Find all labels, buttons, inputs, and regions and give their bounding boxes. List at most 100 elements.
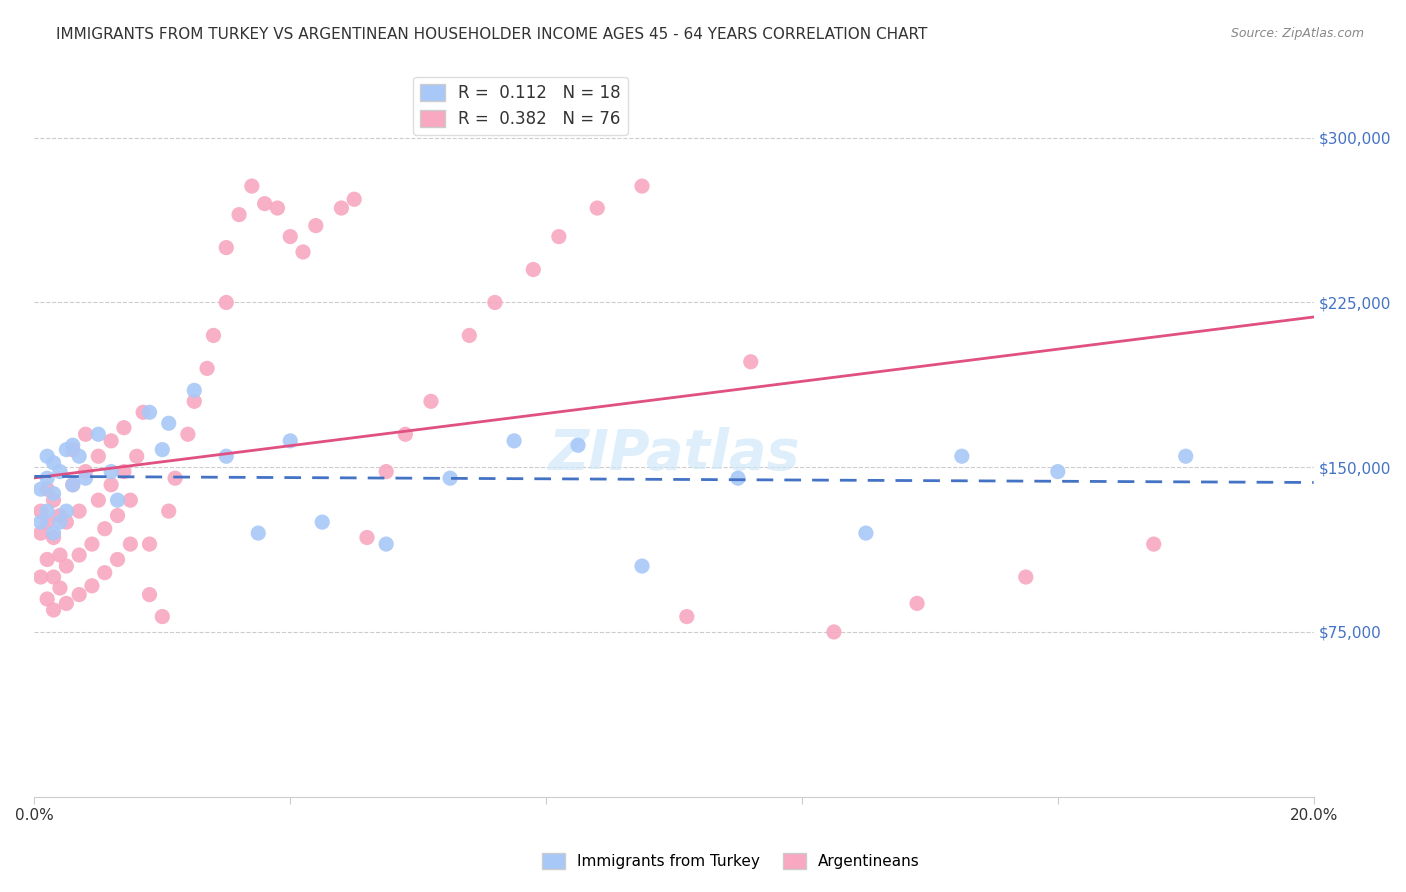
Point: [67, 504, 90, 518]
Point: [855, 526, 877, 541]
Point: [93, 522, 115, 536]
Point: [55, 504, 77, 518]
Point: [740, 355, 762, 369]
Point: [37, 552, 59, 566]
Point: [1015, 570, 1038, 584]
Point: [100, 434, 122, 448]
Point: [120, 537, 142, 551]
Point: [30, 515, 52, 529]
Point: [266, 201, 288, 215]
Point: [100, 465, 122, 479]
Point: [107, 508, 129, 523]
Point: [67, 449, 90, 463]
Point: [1174, 449, 1197, 463]
Point: [42, 493, 65, 508]
Point: [228, 208, 250, 222]
Point: [37, 482, 59, 496]
Point: [727, 471, 749, 485]
Legend: R =  0.112   N = 18, R =  0.382   N = 76: R = 0.112 N = 18, R = 0.382 N = 76: [413, 77, 627, 135]
Point: [547, 229, 569, 244]
Point: [87, 493, 110, 508]
Point: [55, 596, 77, 610]
Point: [586, 201, 609, 215]
Legend: Immigrants from Turkey, Argentineans: Immigrants from Turkey, Argentineans: [536, 847, 927, 875]
Point: [484, 295, 506, 310]
Point: [62, 477, 84, 491]
Point: [42, 486, 65, 500]
Point: [30, 570, 52, 584]
Text: ZIPatlas: ZIPatlas: [548, 427, 800, 481]
Point: [905, 596, 928, 610]
Point: [394, 427, 416, 442]
Point: [100, 477, 122, 491]
Point: [75, 427, 97, 442]
Point: [278, 434, 301, 448]
Point: [215, 295, 238, 310]
Point: [1046, 465, 1069, 479]
Point: [42, 526, 65, 541]
Point: [420, 394, 443, 409]
Point: [107, 552, 129, 566]
Point: [823, 624, 845, 639]
Point: [55, 559, 77, 574]
Point: [253, 196, 276, 211]
Point: [30, 482, 52, 496]
Point: [62, 438, 84, 452]
Point: [30, 526, 52, 541]
Point: [157, 504, 180, 518]
Point: [150, 609, 173, 624]
Point: [631, 559, 654, 574]
Point: [177, 427, 200, 442]
Point: [49, 548, 72, 562]
Point: [375, 465, 398, 479]
Point: [67, 548, 90, 562]
Point: [80, 537, 103, 551]
Point: [42, 531, 65, 545]
Point: [343, 192, 366, 206]
Point: [62, 442, 84, 457]
Point: [157, 417, 180, 431]
Point: [458, 328, 481, 343]
Point: [107, 493, 129, 508]
Point: [87, 449, 110, 463]
Point: [195, 361, 218, 376]
Point: [112, 420, 135, 434]
Point: [183, 394, 205, 409]
Point: [112, 465, 135, 479]
Point: [55, 442, 77, 457]
Point: [132, 405, 155, 419]
Point: [138, 588, 160, 602]
Point: [125, 449, 148, 463]
Point: [37, 515, 59, 529]
Point: [311, 515, 333, 529]
Point: [278, 229, 301, 244]
Point: [75, 465, 97, 479]
Point: [87, 427, 110, 442]
Point: [93, 566, 115, 580]
Point: [49, 508, 72, 523]
Point: [55, 515, 77, 529]
Point: [42, 456, 65, 470]
Point: [37, 449, 59, 463]
Point: [503, 434, 526, 448]
Point: [120, 493, 142, 508]
Point: [675, 609, 697, 624]
Point: [202, 328, 225, 343]
Point: [1143, 537, 1166, 551]
Point: [631, 179, 654, 194]
Point: [80, 579, 103, 593]
Point: [567, 438, 589, 452]
Point: [67, 588, 90, 602]
Point: [522, 262, 544, 277]
Point: [62, 477, 84, 491]
Point: [183, 384, 205, 398]
Point: [240, 179, 263, 194]
Point: [49, 515, 72, 529]
Point: [30, 504, 52, 518]
Point: [138, 537, 160, 551]
Point: [292, 244, 315, 259]
Point: [215, 449, 238, 463]
Point: [42, 603, 65, 617]
Point: [165, 471, 187, 485]
Point: [49, 581, 72, 595]
